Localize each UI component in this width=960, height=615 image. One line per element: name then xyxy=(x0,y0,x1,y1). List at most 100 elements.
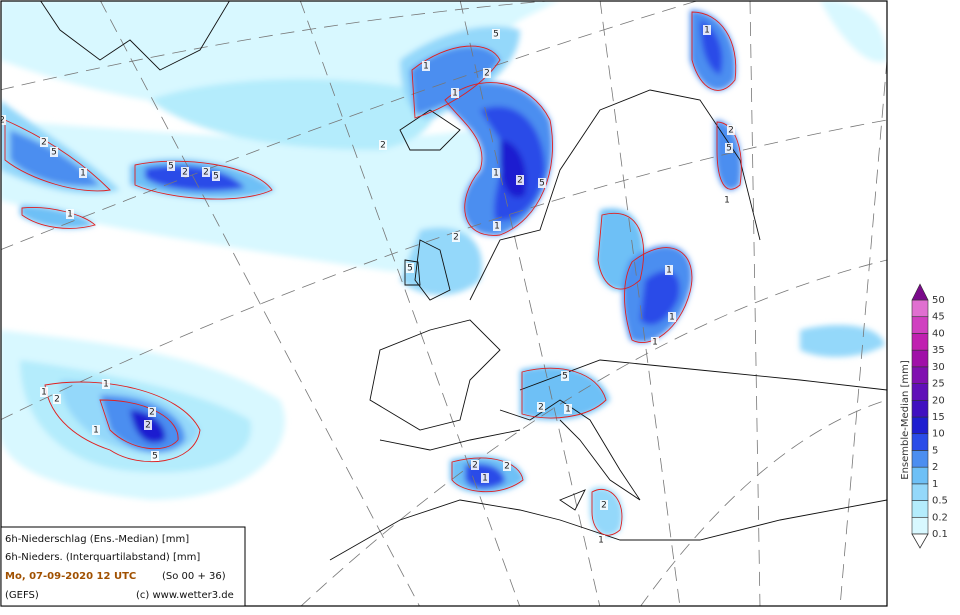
contour-label-bg xyxy=(492,168,500,178)
contour-label-bg xyxy=(79,168,87,178)
contour-label-bg xyxy=(600,500,608,510)
colorbar-label: 1 xyxy=(932,479,938,490)
contour-label-bg xyxy=(516,175,524,185)
contour-label: 5 xyxy=(493,30,499,40)
contour-label: 2 xyxy=(472,461,478,471)
contour-label-bg xyxy=(725,143,733,153)
colorbar-label: 30 xyxy=(932,362,945,373)
legend-run: (So 00 + 36) xyxy=(162,571,226,582)
contour-label-bg xyxy=(148,407,156,417)
contour-label-bg xyxy=(481,473,489,483)
contour-label-bg xyxy=(40,387,48,397)
contour-label-bg xyxy=(561,371,569,381)
colorbar-segment xyxy=(911,466,929,485)
contour-label-bg xyxy=(538,178,546,188)
contour-label: 1 xyxy=(724,196,730,206)
contour-label: 2 xyxy=(453,233,459,243)
contour-label-bg xyxy=(483,68,491,78)
colorbar-segment xyxy=(911,333,929,351)
contour-label-bg xyxy=(202,167,210,177)
contour-label: 2 xyxy=(54,395,60,405)
colorbar-label: 5 xyxy=(932,445,938,456)
contour-label-bg xyxy=(50,147,58,157)
colorbar-label: 10 xyxy=(932,429,945,440)
colorbar-label: 0.1 xyxy=(932,529,948,540)
colorbar-label: 2 xyxy=(932,462,938,473)
colorbar-bottom-arrow xyxy=(911,533,929,549)
contour-label-bg xyxy=(703,25,711,35)
colorbar-segment xyxy=(911,383,929,401)
colorbar-segment xyxy=(911,316,929,334)
coastlines xyxy=(40,1,887,561)
contour-label-bg xyxy=(92,425,100,435)
contour-label-bg xyxy=(53,394,61,404)
contour-label: 1 xyxy=(482,474,488,484)
contour-label-bg xyxy=(537,402,545,412)
contour-label-bg xyxy=(151,451,159,461)
contour-label-bg xyxy=(1,115,6,125)
contour-label-bg xyxy=(212,171,220,181)
contour-label: 2 xyxy=(41,138,47,148)
colorbar-segment xyxy=(911,366,929,384)
contour-label-bg xyxy=(564,404,572,414)
legend-model: (GEFS) xyxy=(5,590,39,601)
contour-label-bg xyxy=(493,221,501,231)
contour-label: 1 xyxy=(41,388,47,398)
legend-box-frame xyxy=(0,526,246,607)
legend-box: 6h-Niederschlag (Ens.-Median) [mm] 6h-Ni… xyxy=(0,526,246,607)
colorbar-segment xyxy=(911,516,929,535)
colorbar-segment xyxy=(911,416,929,435)
contour-label: 5 xyxy=(213,172,219,182)
contour-label: 1 xyxy=(704,26,710,36)
colorbar-label: 0.2 xyxy=(932,512,948,523)
contour-label: 2 xyxy=(380,141,386,151)
colorbar-segment xyxy=(911,299,929,318)
colorbar-label: 15 xyxy=(932,412,945,423)
contour-label-bg xyxy=(471,460,479,470)
precip-fields xyxy=(1,1,887,537)
colorbar-segment xyxy=(911,399,929,418)
contour-label-bg xyxy=(406,263,414,273)
contour-label: 2 xyxy=(517,176,523,186)
contour-label: 2 xyxy=(203,168,209,178)
colorbar-title: Ensemble-Median [mm] xyxy=(900,360,911,480)
colorbar-segment xyxy=(911,450,929,468)
colorbar-label: 25 xyxy=(932,379,945,390)
contour-label: 1 xyxy=(452,89,458,99)
contour-label-bg xyxy=(379,140,387,150)
contour-label-bg xyxy=(665,265,673,275)
colorbar-label: 0.5 xyxy=(932,496,948,507)
contour-label: 2 xyxy=(149,408,155,418)
contour-label: 2 xyxy=(538,403,544,413)
contour-label: 1 xyxy=(565,405,571,415)
contour-label-bg xyxy=(723,195,731,205)
colorbar-segment xyxy=(911,483,929,501)
contour-label: 1 xyxy=(93,426,99,436)
contour-label: 5 xyxy=(407,264,413,274)
contour-label: 2 xyxy=(601,501,607,511)
contour-label-bg xyxy=(503,461,511,471)
legend-date: Mo, 07-09-2020 12 UTC xyxy=(5,571,136,582)
contour-label: 1 xyxy=(67,210,73,220)
contour-label: 5 xyxy=(168,162,174,172)
contour-label: 2 xyxy=(0,116,5,126)
contour-label: 2 xyxy=(728,126,734,136)
legend-line: 6h-Niederschlag (Ens.-Median) [mm] xyxy=(5,534,189,545)
contour-label: 2 xyxy=(145,421,151,431)
contour-label: 5 xyxy=(539,179,545,189)
contour-label-bg xyxy=(727,125,735,135)
contour-label: 1 xyxy=(103,380,109,390)
contour-label: 5 xyxy=(152,452,158,462)
contour-label-bg xyxy=(102,379,110,389)
contour-label-bg xyxy=(492,29,500,39)
contour-label: 2 xyxy=(484,69,490,79)
contour-label: 1 xyxy=(423,62,429,72)
contour-label-bg xyxy=(452,232,460,242)
contour-label-bg xyxy=(167,161,175,171)
colorbar: Ensemble-Median [mm] 0.10.20.51251015202… xyxy=(900,283,948,549)
contour-label: 1 xyxy=(493,169,499,179)
colorbar-label: 35 xyxy=(932,345,945,356)
contour-label: 1 xyxy=(494,222,500,232)
contour-label-bg xyxy=(144,420,152,430)
